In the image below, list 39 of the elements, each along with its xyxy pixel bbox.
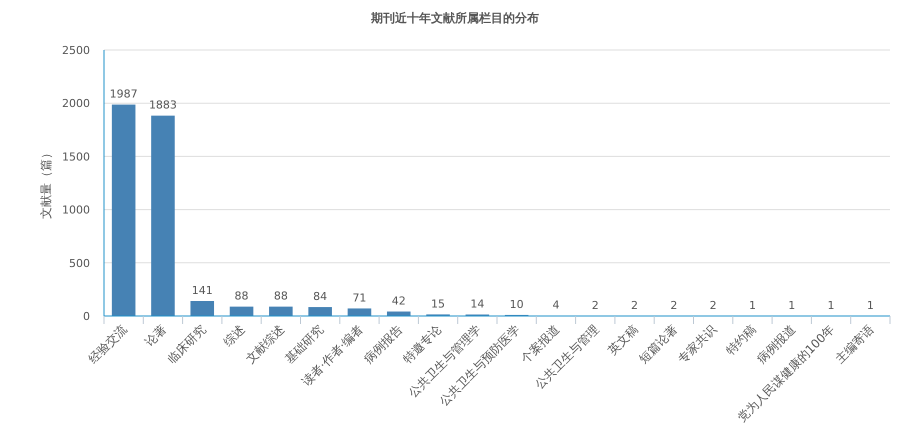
y-axis-title: 文献量（篇） [39,147,53,219]
chart-title: 期刊近十年文献所属栏目的分布 [370,11,539,25]
data-label: 2 [592,298,599,312]
data-label: 2 [631,298,638,312]
x-tick-label: 主编寄语 [832,322,876,366]
y-tick-label: 500 [69,256,90,270]
data-label: 84 [313,290,328,304]
data-label: 10 [510,298,524,311]
y-tick-label: 2000 [62,97,90,110]
bar [269,306,293,316]
bar [112,104,136,316]
y-tick-label: 2500 [62,44,90,57]
data-label: 2 [710,298,717,312]
data-label: 1 [788,298,796,312]
data-label: 1 [828,298,835,312]
bar [190,301,214,316]
data-label: 1987 [110,88,138,101]
data-label: 141 [192,284,213,297]
y-tick-label: 1500 [62,150,90,164]
x-tick-label: 经验交流 [86,322,130,366]
bar [348,308,372,316]
bar [230,306,254,316]
data-label: 1 [866,298,874,312]
bar [308,307,332,316]
data-label: 88 [234,290,249,303]
x-tick-label: 综述 [220,322,248,350]
data-label: 1 [748,298,756,312]
y-tick-label: 1000 [62,204,90,217]
data-label: 71 [352,291,366,304]
bar [151,116,175,316]
data-label: 2 [670,298,678,312]
y-tick-label: 0 [83,310,90,323]
data-label: 88 [274,290,288,303]
x-tick-label: 特约稿 [723,322,759,358]
data-label: 15 [431,297,446,310]
data-label: 42 [392,294,406,308]
data-label: 4 [552,298,560,312]
data-label: 14 [470,298,484,311]
data-label: 1883 [148,98,177,112]
